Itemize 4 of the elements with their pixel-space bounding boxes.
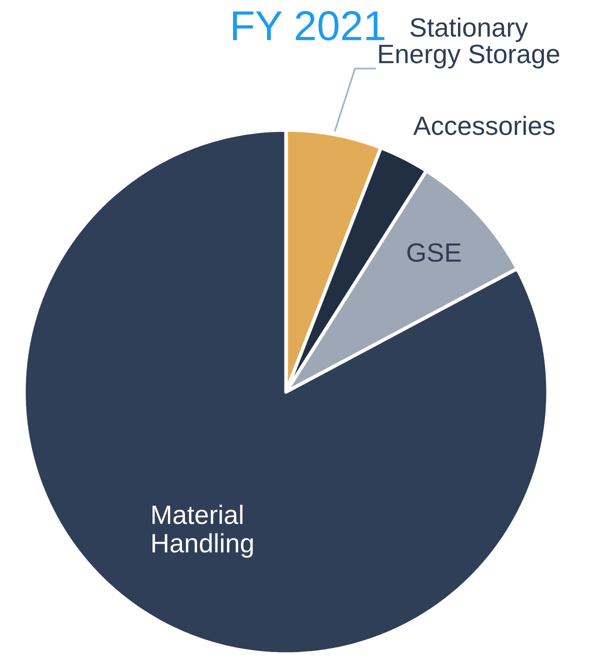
slice-label: Material Handling [152,504,253,558]
chart-title: FY 2021 [233,11,384,41]
slice-label: Accessories [413,116,555,136]
slice-label: GSE [407,243,461,262]
